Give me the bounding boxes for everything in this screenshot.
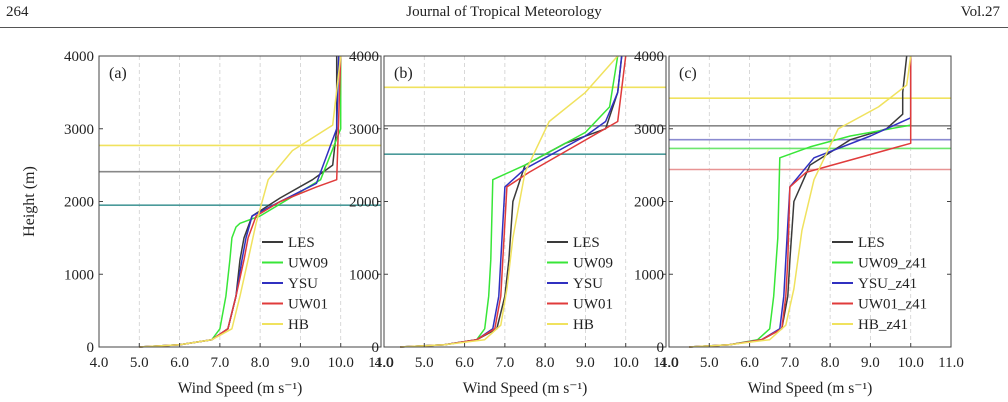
x-tick-label: 6.0 xyxy=(740,355,759,371)
page-number: 264 xyxy=(6,4,29,20)
legend-entry: UW09 xyxy=(288,256,328,272)
y-tick-label: 4000 xyxy=(349,49,379,65)
y-tick-label: 1000 xyxy=(634,267,664,283)
x-tick-label: 8.0 xyxy=(251,355,270,371)
y-tick-label: 0 xyxy=(87,340,95,356)
x-tick-label: 9.0 xyxy=(576,355,595,371)
y-tick-label: 0 xyxy=(657,340,665,356)
x-tick-label: 8.0 xyxy=(536,355,555,371)
legend-entry: UW01 xyxy=(288,297,328,313)
x-tick-label: 7.0 xyxy=(495,355,514,371)
x-tick-label: 11.0 xyxy=(938,355,964,371)
y-tick-label: 4000 xyxy=(64,49,94,65)
x-tick-label: 4.0 xyxy=(375,355,394,371)
legend-entry: UW09 xyxy=(573,256,613,272)
legend-entry: HB xyxy=(288,317,309,333)
panel-2: 4.0 5.0 6.0 7.0 8.0 9.0 10.0 11.001000200030004… xyxy=(349,49,679,397)
x-tick-label: 10.0 xyxy=(613,355,639,371)
x-tick-label: 11.0 xyxy=(653,355,679,371)
journal-title: Journal of Tropical Meteorology xyxy=(406,4,602,20)
legend-entry: LES xyxy=(858,235,885,251)
panel-label: (b) xyxy=(394,65,413,82)
legend-entry: HB_z41 xyxy=(858,317,908,333)
legend-entry: YSU xyxy=(573,276,603,292)
volume-label: Vol.27 xyxy=(960,4,1000,20)
x-tick-label: 7.0 xyxy=(210,355,229,371)
x-tick-label: 9.0 xyxy=(861,355,880,371)
x-tick-label: 9.0 xyxy=(291,355,310,371)
panel-1: 4.0 5.0 6.0 7.0 8.0 9.0 10.0 11.001000200030004… xyxy=(21,49,394,397)
plot-frame xyxy=(383,55,667,348)
legend-entry: UW01_z41 xyxy=(858,297,927,313)
y-tick-label: 3000 xyxy=(634,122,664,138)
y-tick-label: 2000 xyxy=(64,195,94,211)
legend-entry: UW01 xyxy=(573,297,613,313)
x-tick-label: 10.0 xyxy=(328,355,354,371)
panel-label: (a) xyxy=(109,65,127,82)
panel-label: (c) xyxy=(679,65,697,82)
x-axis-label: Wind Speed (m s⁻¹) xyxy=(178,380,303,397)
x-tick-label: 8.0 xyxy=(821,355,840,371)
legend-entry: LES xyxy=(288,235,315,251)
legend-entry: HB xyxy=(573,317,594,333)
x-tick-label: 5.0 xyxy=(700,355,719,371)
legend-entry: UW09_z41 xyxy=(858,256,927,272)
x-tick-label: 5.0 xyxy=(415,355,434,371)
x-axis-label: Wind Speed (m s⁻¹) xyxy=(748,380,873,397)
y-tick-label: 2000 xyxy=(634,195,664,211)
legend-entry: LES xyxy=(573,235,600,251)
x-tick-label: 6.0 xyxy=(455,355,474,371)
y-tick-label: 3000 xyxy=(349,122,379,138)
x-tick-label: 11.0 xyxy=(368,355,394,371)
legend-entry: YSU xyxy=(288,276,318,292)
x-tick-label: 7.0 xyxy=(780,355,799,371)
y-axis-label: Height (m) xyxy=(21,166,38,237)
series-line-hb xyxy=(400,55,619,348)
y-tick-label: 1000 xyxy=(349,267,379,283)
y-tick-label: 4000 xyxy=(634,49,664,65)
y-tick-label: 0 xyxy=(372,340,380,356)
y-tick-label: 1000 xyxy=(64,267,94,283)
x-tick-label: 4.0 xyxy=(90,355,109,371)
x-tick-label: 4.0 xyxy=(660,355,679,371)
panel-3: 4.0 5.0 6.0 7.0 8.0 9.0 10.0 11.001000200030004… xyxy=(634,49,964,397)
y-tick-label: 2000 xyxy=(349,195,379,211)
series-line-hb_z41 xyxy=(689,55,912,348)
x-axis-label: Wind Speed (m s⁻¹) xyxy=(463,380,588,397)
y-tick-label: 3000 xyxy=(64,122,94,138)
x-tick-label: 6.0 xyxy=(170,355,189,371)
series-line-hb xyxy=(139,55,342,348)
x-tick-label: 5.0 xyxy=(130,355,149,371)
header-rule xyxy=(0,27,1008,28)
legend-entry: YSU_z41 xyxy=(858,276,917,292)
x-tick-label: 10.0 xyxy=(898,355,924,371)
